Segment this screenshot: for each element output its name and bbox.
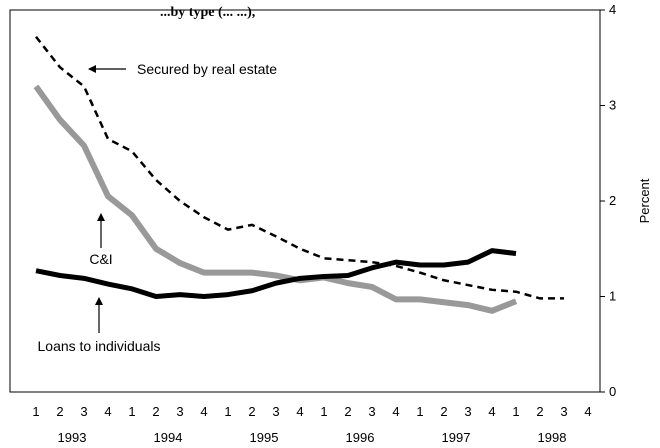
x-axis: 1 2 3 4 1 2 3 4 1 2 3 4 1 2 3 4 1 2 3 4 1 2 3 4 1993 1994 1995 1996… — [32, 404, 591, 445]
y-axis: 0 1 2 3 4 — [600, 2, 616, 399]
x-year-label: 1998 — [538, 430, 567, 445]
series-line-c-i — [33, 84, 518, 314]
plot-frame — [9, 9, 601, 393]
y-tick-label: 0 — [609, 384, 616, 399]
x-tick-label: 1 — [320, 404, 327, 419]
annotation-label: Secured by real estate — [137, 61, 277, 77]
series-line-loans-to-individuals — [35, 248, 517, 299]
x-tick-label: 3 — [176, 404, 183, 419]
x-tick-label: 4 — [104, 404, 111, 419]
x-tick-label: 1 — [512, 404, 519, 419]
x-tick-label: 2 — [248, 404, 255, 419]
x-tick-label: 2 — [56, 404, 63, 419]
x-tick-label: 4 — [488, 404, 495, 419]
x-year-label: 1995 — [250, 430, 279, 445]
chart-title: ...by type (... ...), — [160, 5, 255, 20]
x-tick-label: 2 — [440, 404, 447, 419]
x-tick-label: 3 — [80, 404, 87, 419]
x-tick-label: 4 — [392, 404, 399, 419]
x-tick-label: 1 — [416, 404, 423, 419]
annotation-label: Loans to individuals — [38, 338, 161, 354]
x-tick-label: 1 — [224, 404, 231, 419]
x-tick-label: 3 — [272, 404, 279, 419]
x-tick-label: 2 — [344, 404, 351, 419]
x-tick-label: 4 — [200, 404, 207, 419]
x-tick-label: 2 — [536, 404, 543, 419]
x-tick-label: 1 — [128, 404, 135, 419]
y-tick-label: 4 — [609, 2, 616, 17]
y-tick-label: 3 — [609, 98, 616, 113]
series-line-secured-by-real-estate — [35, 35, 564, 300]
y-axis-label: Percent — [637, 178, 652, 223]
y-tick-label: 1 — [609, 289, 616, 304]
x-tick-label: 4 — [584, 404, 591, 419]
x-tick-label: 2 — [152, 404, 159, 419]
x-tick-label: 3 — [464, 404, 471, 419]
y-tick-label: 2 — [609, 193, 616, 208]
x-year-label: 1993 — [58, 430, 87, 445]
x-year-label: 1994 — [154, 430, 183, 445]
x-tick-label: 3 — [560, 404, 567, 419]
x-year-label: 1996 — [346, 430, 375, 445]
x-year-label: 1997 — [442, 430, 471, 445]
x-tick-label: 1 — [32, 404, 39, 419]
x-tick-label: 3 — [368, 404, 375, 419]
series-layer — [33, 35, 564, 314]
annotation-layer: Secured by real estate C&I Loans to indivi… — [38, 61, 278, 354]
x-tick-label: 4 — [296, 404, 303, 419]
annotation-label: C&I — [89, 251, 112, 267]
